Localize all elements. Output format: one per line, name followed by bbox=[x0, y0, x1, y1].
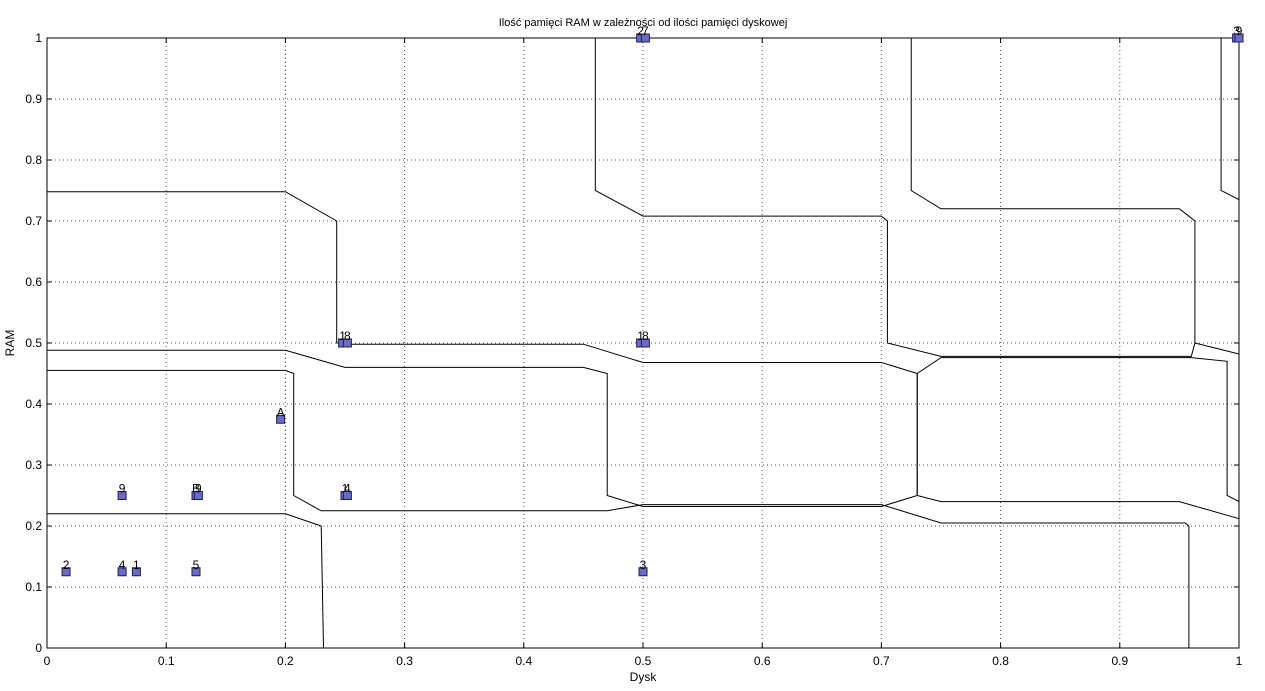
data-point bbox=[117, 491, 127, 500]
data-point bbox=[193, 491, 203, 500]
axis-ticks: 0 0.1 0.2 0.3 0.4 0.5 0.6 0.7 0.8 0.9 1 0 0.1 0.2 0.3 0… bbox=[25, 31, 1242, 668]
data-point-label: 3 bbox=[1233, 24, 1240, 38]
y-tick-label: 0.2 bbox=[25, 519, 42, 533]
data-point bbox=[342, 491, 352, 500]
y-tick-label: 0.1 bbox=[25, 580, 42, 594]
data-point bbox=[342, 338, 352, 348]
decision-boundaries bbox=[47, 38, 1240, 649]
data-point-label: 9 bbox=[119, 482, 126, 496]
x-tick-label: 0.6 bbox=[754, 654, 771, 668]
data-point-label: 1 bbox=[133, 558, 140, 572]
boundary-line bbox=[47, 513, 324, 649]
boundary-line bbox=[1220, 38, 1240, 201]
data-point-label: 2 bbox=[637, 24, 644, 38]
boundary-line bbox=[1194, 342, 1240, 355]
y-tick-label: 0.9 bbox=[25, 92, 42, 106]
data-point bbox=[640, 338, 650, 348]
y-tick-label: 0.7 bbox=[25, 214, 42, 228]
x-tick-label: 0.7 bbox=[873, 654, 890, 668]
y-tick-label: 0 bbox=[35, 641, 42, 655]
y-axis-label: RAM bbox=[3, 330, 17, 357]
data-point-label: 8 bbox=[344, 329, 351, 343]
x-tick-label: 0.5 bbox=[635, 654, 652, 668]
data-point-label: B bbox=[192, 482, 200, 496]
data-point-label: 1 bbox=[342, 482, 349, 496]
x-tick-label: 0.1 bbox=[158, 654, 175, 668]
data-point bbox=[276, 414, 286, 424]
y-tick-label: 0.6 bbox=[25, 275, 42, 289]
x-tick-label: 0.9 bbox=[1111, 654, 1128, 668]
y-tick-label: 0.8 bbox=[25, 153, 42, 167]
y-tick-label: 1 bbox=[35, 31, 42, 45]
boundary-line bbox=[594, 38, 1196, 357]
x-tick-label: 0.3 bbox=[396, 654, 413, 668]
y-tick-label: 0.5 bbox=[25, 336, 42, 350]
x-axis-label: Dysk bbox=[630, 670, 658, 684]
data-point-label: 2 bbox=[63, 558, 70, 572]
boundary-line bbox=[47, 349, 1240, 507]
y-tick-label: 0.3 bbox=[25, 458, 42, 472]
data-point bbox=[1234, 33, 1244, 43]
data-point bbox=[61, 567, 71, 577]
data-point bbox=[131, 567, 141, 577]
x-tick-label: 0.4 bbox=[515, 654, 532, 668]
chart-title: Ilość pamięci RAM w zależności od ilości… bbox=[499, 17, 788, 29]
x-tick-label: 0.8 bbox=[992, 654, 1009, 668]
data-point bbox=[191, 567, 201, 577]
x-tick-label: 0.2 bbox=[277, 654, 294, 668]
data-point bbox=[640, 33, 650, 43]
y-tick-label: 0.4 bbox=[25, 397, 42, 411]
grid bbox=[47, 38, 1239, 648]
boundary-line bbox=[47, 191, 1240, 520]
data-point-label: 3 bbox=[640, 558, 647, 572]
boundary-line bbox=[47, 369, 1190, 648]
data-point bbox=[117, 567, 127, 577]
data-point-label: 7 bbox=[642, 24, 649, 38]
data-point-label: 9 bbox=[1236, 24, 1243, 38]
data-point-label: 9 bbox=[195, 482, 202, 496]
data-point-label: 5 bbox=[193, 558, 200, 572]
x-tick-label: 1 bbox=[1236, 654, 1243, 668]
data-point-label: 1 bbox=[637, 329, 644, 343]
data-point-label: 4 bbox=[119, 558, 126, 572]
data-point-label: A bbox=[277, 405, 285, 419]
data-point-label: 1 bbox=[339, 329, 346, 343]
data-point-label: 8 bbox=[642, 329, 649, 343]
x-tick-label: 0 bbox=[44, 654, 51, 668]
data-point-label: 4 bbox=[344, 482, 351, 496]
data-point bbox=[638, 567, 648, 577]
